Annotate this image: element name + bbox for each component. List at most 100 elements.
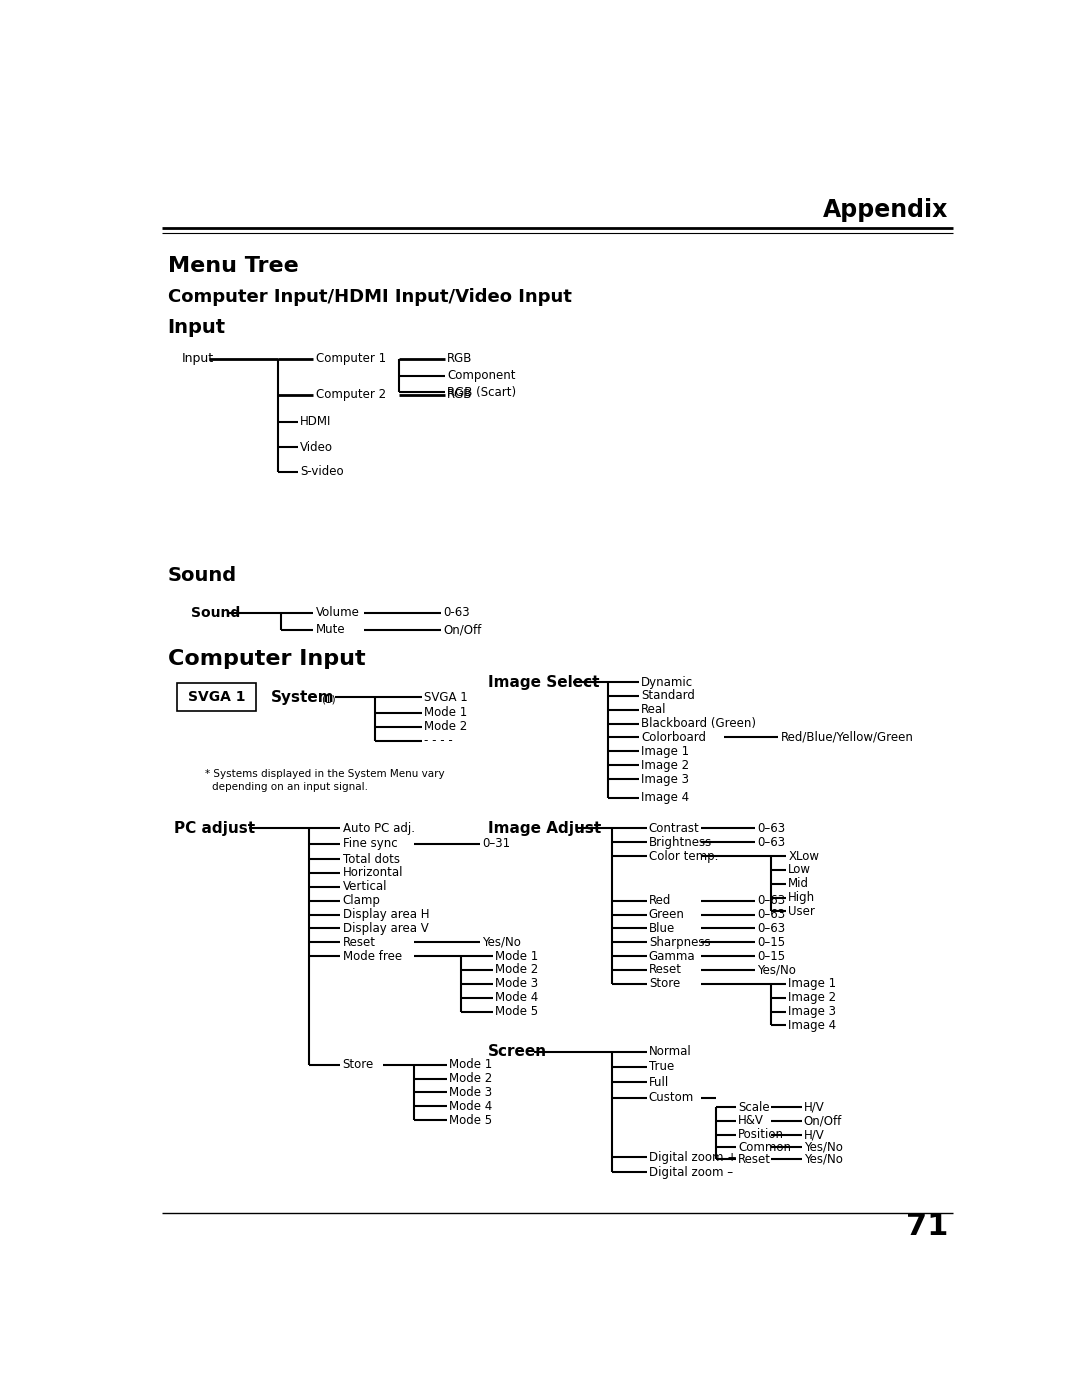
Text: Normal: Normal: [649, 1045, 691, 1058]
Text: Common: Common: [738, 1140, 791, 1154]
Text: 0–15: 0–15: [757, 950, 785, 963]
Text: 0–63: 0–63: [757, 894, 785, 907]
Text: Input: Input: [167, 319, 226, 337]
Text: Fine sync: Fine sync: [342, 837, 397, 851]
Text: 0–63: 0–63: [757, 821, 785, 835]
Text: On/Off: On/Off: [804, 1115, 842, 1127]
Text: Video: Video: [300, 440, 333, 454]
Text: Red/Blue/Yellow/Green: Red/Blue/Yellow/Green: [781, 731, 914, 745]
Text: Mode 3: Mode 3: [449, 1085, 492, 1099]
Text: - - - -: - - - -: [424, 733, 453, 747]
Text: Component: Component: [447, 369, 516, 381]
Text: Image 2: Image 2: [642, 759, 689, 771]
Text: Computer 2: Computer 2: [315, 388, 386, 401]
Text: Total dots: Total dots: [342, 852, 400, 866]
Text: Dynamic: Dynamic: [642, 676, 693, 689]
Text: Input: Input: [181, 352, 214, 365]
Text: H/V: H/V: [804, 1101, 824, 1113]
Text: Appendix: Appendix: [823, 198, 948, 222]
Text: SVGA 1: SVGA 1: [424, 692, 468, 704]
Text: Image 3: Image 3: [642, 773, 689, 785]
Text: Contrast: Contrast: [649, 821, 700, 835]
Text: Sound: Sound: [191, 606, 240, 620]
Text: RGB: RGB: [447, 388, 473, 401]
Text: Mode 4: Mode 4: [496, 992, 539, 1004]
Text: Position: Position: [738, 1129, 784, 1141]
Text: depending on an input signal.: depending on an input signal.: [213, 782, 368, 792]
Text: Green: Green: [649, 908, 685, 921]
Text: Custom: Custom: [649, 1091, 694, 1104]
Text: Standard: Standard: [642, 689, 694, 703]
Text: Display area V: Display area V: [342, 922, 429, 935]
Text: Mode 5: Mode 5: [496, 1004, 539, 1018]
Text: Mode 1: Mode 1: [449, 1058, 492, 1071]
Text: RGB (Scart): RGB (Scart): [447, 386, 516, 400]
Text: Mode 4: Mode 4: [449, 1099, 492, 1113]
Text: Mute: Mute: [315, 623, 346, 636]
Text: User: User: [788, 905, 815, 918]
Text: * Systems displayed in the System Menu vary: * Systems displayed in the System Menu v…: [205, 770, 444, 780]
Text: XLow: XLow: [788, 849, 820, 862]
Text: Image 1: Image 1: [788, 978, 836, 990]
Text: Menu Tree: Menu Tree: [167, 256, 298, 277]
Text: 0–15: 0–15: [757, 936, 785, 949]
Text: Store: Store: [649, 978, 680, 990]
Text: Image 4: Image 4: [642, 791, 689, 805]
Text: Auto PC adj.: Auto PC adj.: [342, 821, 415, 835]
Text: 0–63: 0–63: [757, 835, 785, 848]
Text: HDMI: HDMI: [300, 415, 332, 429]
Text: System: System: [271, 690, 334, 705]
Text: PC adjust: PC adjust: [174, 821, 255, 835]
Text: Display area H: Display area H: [342, 908, 429, 921]
Text: Image 4: Image 4: [788, 1018, 836, 1032]
Text: Scale: Scale: [738, 1101, 770, 1113]
Text: SVGA 1: SVGA 1: [188, 690, 245, 704]
Text: Sharpness: Sharpness: [649, 936, 711, 949]
Text: Gamma: Gamma: [649, 950, 696, 963]
Text: On/Off: On/Off: [444, 623, 482, 636]
Text: Mode free: Mode free: [342, 950, 402, 963]
Text: Image Adjust: Image Adjust: [488, 821, 600, 835]
Text: Red: Red: [649, 894, 671, 907]
Text: Volume: Volume: [315, 606, 360, 619]
Text: Mode 1: Mode 1: [424, 707, 468, 719]
Text: Clamp: Clamp: [342, 894, 380, 907]
Text: H&V: H&V: [738, 1115, 764, 1127]
Text: Colorboard: Colorboard: [642, 731, 706, 745]
Text: Image 1: Image 1: [642, 745, 689, 757]
Text: Computer 1: Computer 1: [315, 352, 386, 365]
Text: Blackboard (Green): Blackboard (Green): [642, 717, 756, 731]
Text: Mode 5: Mode 5: [449, 1113, 492, 1126]
Text: RGB: RGB: [447, 352, 473, 365]
Text: 0–63: 0–63: [757, 908, 785, 921]
Text: Image 3: Image 3: [788, 1004, 836, 1018]
Text: Reset: Reset: [342, 936, 376, 949]
Text: 0–63: 0–63: [757, 922, 785, 935]
Text: Image Select: Image Select: [488, 675, 599, 690]
Text: (1): (1): [321, 694, 336, 704]
Text: Vertical: Vertical: [342, 880, 388, 893]
Text: Color temp.: Color temp.: [649, 849, 718, 862]
Text: Reset: Reset: [738, 1153, 771, 1166]
Text: Mid: Mid: [788, 877, 809, 890]
Text: S-video: S-video: [300, 465, 343, 478]
Text: Yes/No: Yes/No: [757, 964, 796, 977]
Text: 0-63: 0-63: [444, 606, 470, 619]
Text: True: True: [649, 1060, 674, 1073]
Text: Full: Full: [649, 1076, 670, 1088]
Text: Digital zoom –: Digital zoom –: [649, 1166, 733, 1179]
Text: 0–31: 0–31: [482, 837, 511, 851]
Text: Computer Input/HDMI Input/Video Input: Computer Input/HDMI Input/Video Input: [167, 288, 571, 306]
Text: Brightness: Brightness: [649, 835, 712, 848]
Text: Image 2: Image 2: [788, 992, 836, 1004]
FancyBboxPatch shape: [177, 683, 256, 711]
Text: Yes/No: Yes/No: [804, 1153, 842, 1166]
Text: Mode 3: Mode 3: [496, 978, 539, 990]
Text: Horizontal: Horizontal: [342, 866, 403, 880]
Text: Yes/No: Yes/No: [804, 1140, 842, 1154]
Text: Digital zoom +: Digital zoom +: [649, 1151, 737, 1164]
Text: Real: Real: [642, 703, 666, 717]
Text: Screen: Screen: [488, 1044, 546, 1059]
Text: 71: 71: [906, 1211, 948, 1241]
Text: Low: Low: [788, 863, 811, 876]
